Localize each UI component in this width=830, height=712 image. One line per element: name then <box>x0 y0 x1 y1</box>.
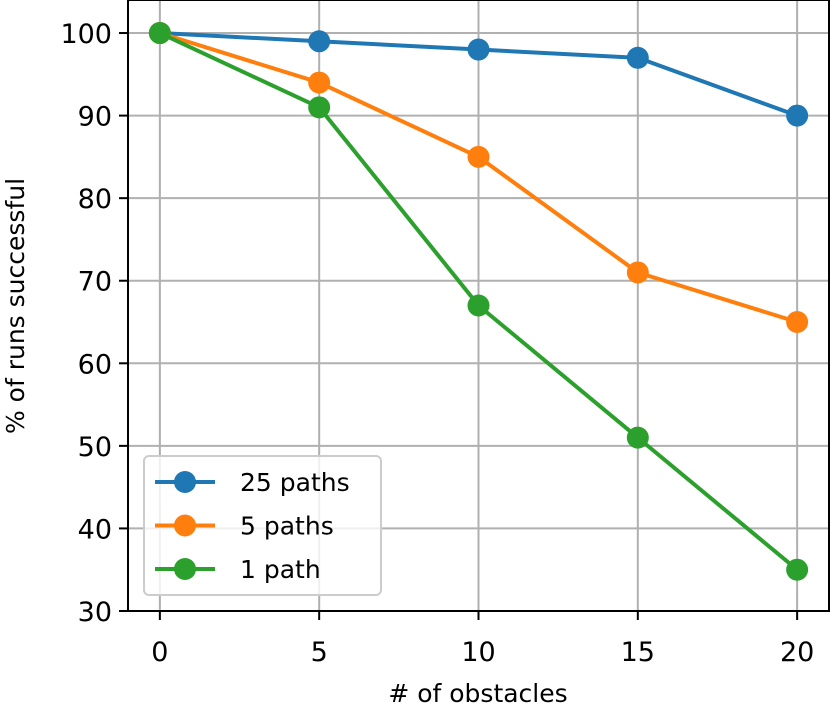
x-tick-label: 0 <box>151 637 168 668</box>
data-point <box>626 261 649 284</box>
data-point <box>308 30 331 53</box>
series-3 <box>148 22 809 581</box>
legend-marker <box>174 558 196 580</box>
data-point <box>786 104 809 127</box>
data-point <box>148 22 171 45</box>
legend-item: 1 path <box>155 555 321 584</box>
data-point <box>626 46 649 69</box>
legend-marker <box>174 514 196 537</box>
y-axis-label: % of runs successful <box>1 178 30 434</box>
x-axis-label: # of obstacles <box>388 679 567 708</box>
series-group <box>148 22 809 581</box>
data-point <box>467 294 490 317</box>
x-tick-label: 5 <box>311 637 328 668</box>
x-tick-label: 10 <box>461 637 495 668</box>
y-tick-label: 30 <box>78 597 112 628</box>
data-point <box>308 96 331 119</box>
data-point <box>308 71 331 94</box>
data-point <box>786 311 809 334</box>
legend-label: 1 path <box>240 555 321 584</box>
legend-marker <box>174 471 196 493</box>
data-point <box>626 426 649 449</box>
y-tick-label: 90 <box>78 102 112 133</box>
legend-label: 5 paths <box>240 512 334 541</box>
y-tick-label: 80 <box>78 184 112 215</box>
y-tick-label: 40 <box>78 514 112 545</box>
legend-box <box>143 455 382 596</box>
legend-item: 5 paths <box>155 512 334 541</box>
legend-item: 25 paths <box>155 468 350 497</box>
data-point <box>467 145 490 168</box>
ticks: 0 5 10 15 20 30 40 50 60 70 80 90 100 <box>60 19 814 668</box>
y-tick-label: 50 <box>78 432 112 463</box>
legend: 25 paths 5 paths 1 path <box>143 455 382 596</box>
series-1 <box>148 22 809 127</box>
legend-label: 25 paths <box>240 468 350 497</box>
data-point <box>786 558 809 581</box>
y-tick-label: 70 <box>78 267 112 298</box>
x-tick-label: 15 <box>621 637 655 668</box>
y-tick-label: 60 <box>78 349 112 380</box>
y-tick-label: 100 <box>60 19 112 50</box>
data-point <box>467 38 490 61</box>
x-tick-label: 20 <box>780 637 814 668</box>
